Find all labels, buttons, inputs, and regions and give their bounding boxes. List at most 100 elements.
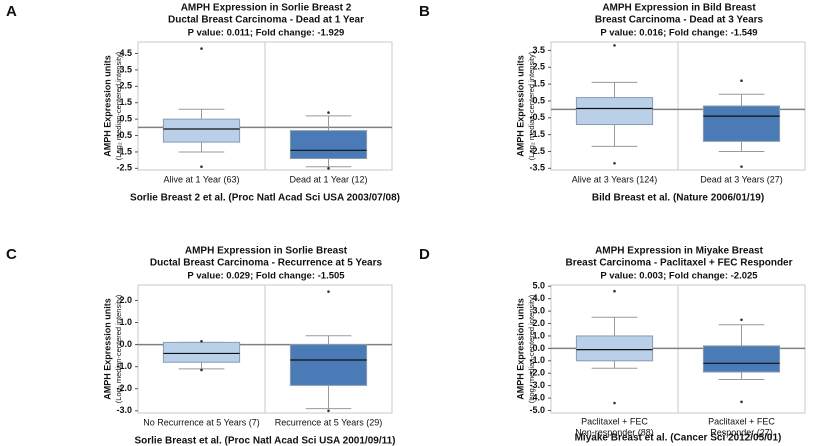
y-tick-label: 2.5 bbox=[532, 62, 545, 72]
y-tick-label: 2.0 bbox=[119, 295, 132, 305]
chart-title: AMPH Expression in Bild Breast bbox=[602, 3, 756, 14]
y-tick-label: -1.0 bbox=[116, 361, 132, 371]
chart-title: AMPH Expression in Miyake Breast bbox=[595, 246, 764, 257]
y-tick-label: 2.0 bbox=[532, 318, 545, 328]
chart-stats: P value: 0.011; Fold change: -1.929 bbox=[188, 28, 345, 39]
outlier bbox=[613, 44, 616, 47]
outlier bbox=[740, 165, 743, 168]
y-tick-label: -4.0 bbox=[529, 392, 545, 402]
x-tick-label: Responder (27) bbox=[710, 427, 773, 437]
x-tick-label: Alive at 1 Year (63) bbox=[163, 174, 239, 184]
dataset-citation: Bild Breast et al. (Nature 2006/01/19) bbox=[592, 193, 764, 204]
y-tick-label: 0.0 bbox=[532, 343, 545, 353]
outlier bbox=[327, 167, 330, 170]
y-axis-subtitle: (Log₂ median-centered intensity) bbox=[114, 51, 123, 160]
box bbox=[162, 118, 241, 143]
panel-letter: A bbox=[6, 3, 17, 20]
y-axis-subtitle: (Log₂ median-centered intensity) bbox=[527, 294, 536, 403]
y-tick-label: 1.5 bbox=[119, 97, 132, 107]
chart-stats: P value: 0.003; Fold change: -2.025 bbox=[600, 271, 758, 282]
y-tick-label: 3.0 bbox=[532, 305, 545, 315]
outlier bbox=[327, 111, 330, 114]
x-tick-label: Paclitaxel + FEC bbox=[708, 416, 775, 426]
chart-subtitle: Ductal Breast Carcinoma - Recurrence at … bbox=[150, 258, 383, 269]
box bbox=[702, 345, 781, 373]
chart-title: AMPH Expression in Sorlie Breast bbox=[185, 246, 348, 257]
y-tick-label: -2.5 bbox=[116, 163, 132, 173]
panel-letter: D bbox=[419, 246, 430, 263]
outlier bbox=[200, 165, 203, 169]
x-tick-label: Recurrence at 5 Years (29) bbox=[275, 417, 383, 427]
outlier bbox=[200, 368, 203, 372]
panel-letter: C bbox=[6, 246, 17, 263]
outlier bbox=[200, 47, 203, 50]
y-tick-label: -2.0 bbox=[116, 383, 132, 393]
x-tick-label: Alive at 3 Years (124) bbox=[572, 174, 658, 184]
y-tick-label: 0.5 bbox=[119, 114, 132, 124]
chart-subtitle: Breast Carcinoma - Dead at 3 Years bbox=[595, 15, 764, 26]
y-tick-label: 4.0 bbox=[532, 293, 545, 303]
y-tick-label: -1.5 bbox=[116, 146, 132, 156]
y-tick-label: 0.5 bbox=[532, 95, 545, 105]
box bbox=[575, 335, 654, 362]
y-tick-label: 1.5 bbox=[532, 78, 545, 88]
y-axis-title: AMPH Expression units bbox=[515, 298, 525, 400]
y-tick-label: 5.0 bbox=[532, 281, 545, 291]
y-tick-label: 0.0 bbox=[119, 339, 132, 349]
x-tick-label: Paclitaxel + FEC bbox=[581, 416, 648, 426]
y-axis-title: AMPH Expression units bbox=[102, 298, 112, 400]
chart-subtitle: Ductal Breast Carcinoma - Dead at 1 Year bbox=[168, 15, 364, 26]
outlier bbox=[327, 290, 330, 293]
chart-title: AMPH Expression in Sorlie Breast 2 bbox=[181, 3, 352, 14]
box bbox=[289, 344, 368, 386]
y-axis-subtitle: (Log₂ median-centered intensity) bbox=[114, 294, 123, 403]
dataset-citation: Sorlie Breast 2 et al. (Proc Natl Acad S… bbox=[130, 193, 400, 204]
y-tick-label: -1.5 bbox=[529, 129, 545, 139]
box bbox=[289, 130, 368, 160]
box bbox=[575, 97, 654, 126]
y-tick-label: -0.5 bbox=[529, 112, 545, 122]
outlier bbox=[200, 339, 203, 343]
panel: A AMPH Expression in Sorlie Breast 2Ducta… bbox=[6, 3, 400, 204]
y-tick-label: 1.0 bbox=[119, 317, 132, 327]
dataset-citation: Sorlie Breast et al. (Proc Natl Acad Sci… bbox=[134, 436, 395, 446]
y-tick-label: -0.5 bbox=[116, 130, 132, 140]
y-tick-label: -3.0 bbox=[529, 380, 545, 390]
box bbox=[162, 341, 241, 363]
y-tick-label: 2.5 bbox=[119, 81, 132, 91]
outlier bbox=[613, 161, 616, 165]
y-axis-title: AMPH Expression units bbox=[515, 55, 525, 157]
y-axis-subtitle: (Log₂ median-centered intensity) bbox=[527, 51, 536, 160]
y-tick-label: 3.5 bbox=[532, 45, 545, 55]
x-tick-label: Dead at 3 Years (27) bbox=[700, 174, 783, 184]
y-tick-label: 3.5 bbox=[119, 64, 132, 74]
panel: C AMPH Expression in Sorlie BreastDuctal … bbox=[6, 246, 396, 446]
dataset-citation: Miyake Breast et al. (Cancer Sci 2012/05… bbox=[575, 433, 782, 444]
outlier bbox=[740, 400, 743, 404]
x-tick-label: Dead at 1 Year (12) bbox=[289, 174, 367, 184]
outlier bbox=[740, 79, 743, 83]
y-tick-label: -3.5 bbox=[529, 163, 545, 173]
y-tick-label: 1.0 bbox=[532, 330, 545, 340]
panel-letter: B bbox=[419, 3, 430, 20]
outlier bbox=[613, 289, 616, 293]
y-tick-label: -1.0 bbox=[529, 355, 545, 365]
y-tick-label: -5.0 bbox=[529, 405, 545, 415]
y-tick-label: -3.0 bbox=[116, 405, 132, 415]
y-tick-label: -2.5 bbox=[529, 146, 545, 156]
x-tick-label: No Recurrence at 5 Years (7) bbox=[143, 417, 260, 427]
chart-subtitle: Breast Carcinoma - Paclitaxel + FEC Resp… bbox=[565, 258, 792, 269]
chart-stats: P value: 0.016; Fold change: -1.549 bbox=[600, 28, 757, 39]
box bbox=[702, 105, 781, 142]
x-tick-label: Non-responder (88) bbox=[575, 427, 654, 437]
outlier bbox=[327, 409, 330, 413]
panel: D AMPH Expression in Miyake BreastBreast … bbox=[419, 246, 806, 444]
outlier bbox=[613, 401, 616, 405]
outlier bbox=[740, 318, 743, 322]
chart-stats: P value: 0.029; Fold change: -1.505 bbox=[187, 271, 345, 282]
y-tick-label: -2.0 bbox=[529, 368, 545, 378]
y-axis-title: AMPH Expression units bbox=[102, 55, 112, 157]
y-tick-label: 4.5 bbox=[119, 48, 132, 58]
